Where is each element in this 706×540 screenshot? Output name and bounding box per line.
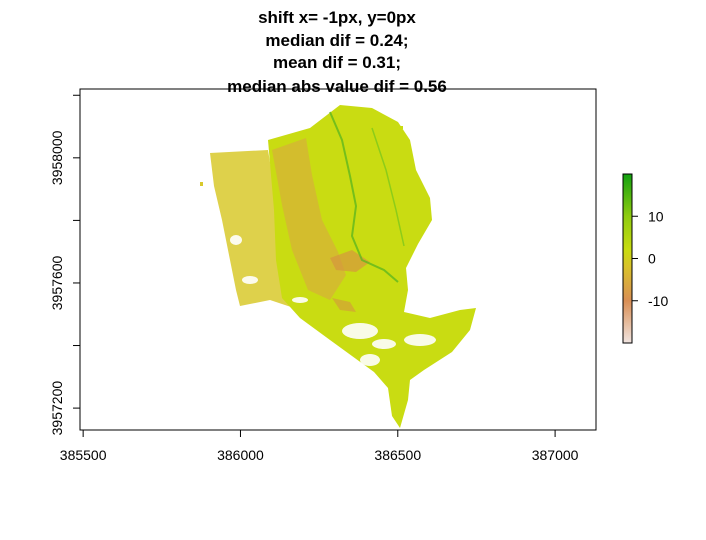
- x-axis: 385500 386000 386500 387000: [60, 430, 579, 463]
- y-tick-label: 3958000: [49, 130, 65, 185]
- legend-tick-label: 10: [648, 208, 664, 224]
- title-line-2: median dif = 0.24;: [265, 31, 408, 50]
- y-tick-label: 3957200: [49, 381, 65, 436]
- raster-region: [200, 105, 476, 428]
- legend-tick-label: -10: [648, 293, 668, 309]
- raster-ridge-orange: [272, 138, 346, 300]
- legend-ticks: 10 0 -10: [632, 208, 668, 309]
- raster-speck-top: [400, 126, 403, 129]
- title-line-1: shift x= -1px, y=0px: [258, 8, 416, 27]
- y-tick-label: 3957600: [49, 256, 65, 311]
- chart-title: shift x= -1px, y=0px median dif = 0.24; …: [227, 8, 447, 96]
- legend-tick-label: 0: [648, 251, 656, 267]
- color-legend: 10 0 -10: [622, 173, 668, 344]
- x-tick-label: 387000: [532, 447, 579, 463]
- legend-color-bar: [622, 173, 633, 344]
- raster-gaps: [230, 235, 436, 366]
- title-line-4: median abs value dif = 0.56: [227, 77, 447, 96]
- raster-green-streak: [329, 111, 399, 283]
- raster-main-body: [268, 105, 476, 428]
- x-tick-label: 385500: [60, 447, 107, 463]
- x-tick-label: 386500: [374, 447, 421, 463]
- raster-green-streak-2: [371, 127, 405, 247]
- raster-west-lobe: [210, 150, 325, 318]
- y-axis: 3957200 3957600 3958000: [49, 94, 80, 436]
- title-line-3: mean dif = 0.31;: [273, 53, 401, 72]
- raster-speck-left: [200, 182, 203, 186]
- x-tick-label: 386000: [217, 447, 264, 463]
- raster-channel-orange-2: [332, 298, 356, 312]
- plot-frame: [79, 88, 597, 431]
